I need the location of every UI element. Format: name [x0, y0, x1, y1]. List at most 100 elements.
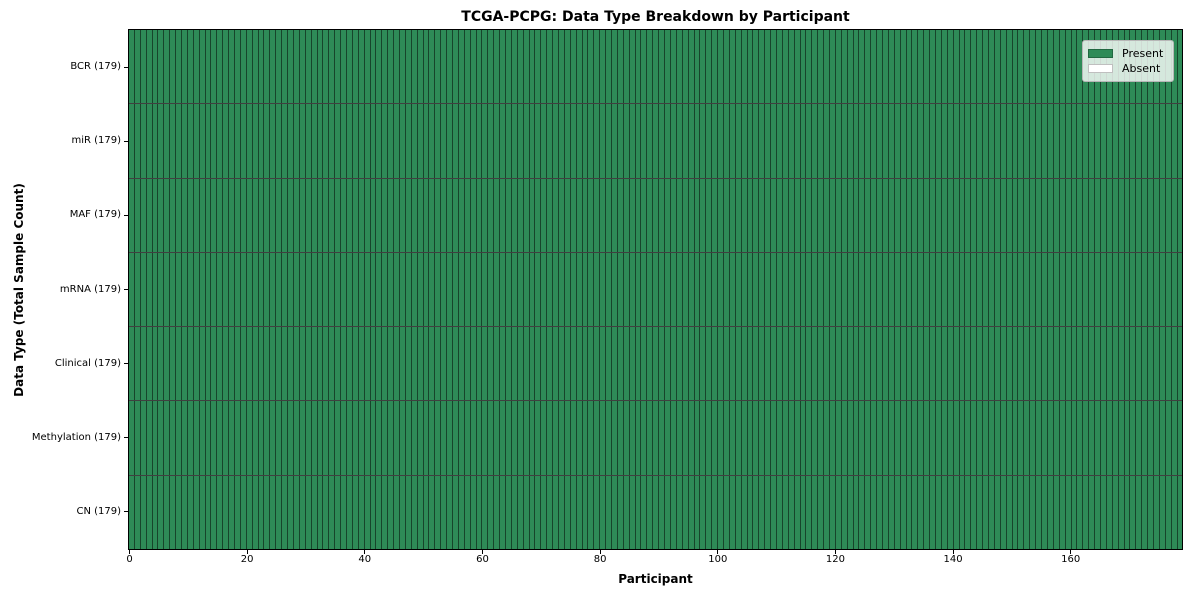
heatmap-cell — [376, 327, 383, 401]
heatmap-cell — [511, 104, 518, 178]
heatmap-cell — [670, 252, 677, 327]
heatmap-cell — [1042, 178, 1048, 252]
heatmap-cell — [1100, 327, 1107, 401]
heatmap-cell — [523, 327, 530, 401]
heatmap-cell — [500, 178, 506, 252]
heatmap-cell — [576, 252, 583, 327]
heatmap-cell — [570, 401, 577, 475]
heatmap-cell — [971, 252, 978, 327]
heatmap-cell — [1130, 252, 1137, 327]
heatmap-cell — [824, 475, 830, 549]
heatmap-cell — [994, 104, 1001, 178]
heatmap-cell — [729, 475, 736, 549]
heatmap-cell — [129, 327, 135, 401]
heatmap-row-mir — [129, 104, 1183, 179]
heatmap-cell — [871, 475, 878, 549]
heatmap-cell — [723, 104, 730, 178]
heatmap-cell — [888, 252, 895, 327]
heatmap-cell — [217, 475, 224, 549]
heatmap-cell — [953, 401, 960, 475]
heatmap-cell — [965, 178, 972, 252]
heatmap-cell — [847, 30, 854, 104]
heatmap-cell — [989, 178, 995, 252]
heatmap-cell — [941, 178, 948, 252]
heatmap-cell — [912, 30, 919, 104]
heatmap-cell — [205, 30, 212, 104]
heatmap-cell — [989, 327, 995, 401]
heatmap-cell — [818, 30, 825, 104]
heatmap-cell — [712, 104, 719, 178]
heatmap-cell — [1071, 475, 1078, 549]
heatmap-cell — [317, 327, 324, 401]
heatmap-cell — [235, 401, 241, 475]
heatmap-cell — [270, 252, 277, 327]
heatmap-cell — [235, 475, 241, 549]
heatmap-cell — [682, 475, 689, 549]
heatmap-cell — [158, 401, 165, 475]
heatmap-cell — [1136, 475, 1143, 549]
heatmap-cell — [735, 104, 742, 178]
heatmap-cell — [776, 178, 783, 252]
heatmap-cell — [653, 104, 660, 178]
heatmap-cell — [559, 178, 565, 252]
heatmap-cell — [429, 327, 436, 401]
heatmap-cell — [723, 327, 730, 401]
x-tick-label: 20 — [240, 554, 254, 565]
heatmap-cell — [305, 252, 312, 327]
heatmap-cell — [1000, 104, 1007, 178]
heatmap-cell — [771, 178, 777, 252]
heatmap-cell — [600, 401, 607, 475]
heatmap-cell — [953, 178, 960, 252]
heatmap-cell — [476, 475, 483, 549]
heatmap-cell — [541, 104, 548, 178]
heatmap-cell — [1142, 327, 1149, 401]
heatmap-cell — [818, 178, 825, 252]
heatmap-cell — [612, 178, 618, 252]
heatmap-cell — [818, 401, 825, 475]
heatmap-cell — [906, 104, 913, 178]
heatmap-cell — [829, 252, 836, 327]
heatmap-cell — [806, 475, 813, 549]
heatmap-cell — [323, 401, 330, 475]
heatmap-cell — [246, 30, 253, 104]
heatmap-cell — [918, 475, 925, 549]
heatmap-cell — [776, 104, 783, 178]
heatmap-cell — [706, 104, 713, 178]
heatmap-cell — [488, 401, 495, 475]
heatmap-cell — [835, 475, 842, 549]
heatmap-cell — [847, 252, 854, 327]
heatmap-cell — [971, 104, 978, 178]
heatmap-cell — [759, 327, 766, 401]
heatmap-cell — [370, 327, 377, 401]
heatmap-cell — [1012, 475, 1019, 549]
heatmap-cell — [1036, 475, 1043, 549]
heatmap-cell — [1030, 30, 1037, 104]
heatmap-cell — [989, 252, 995, 327]
heatmap-cell — [523, 252, 530, 327]
y-tick-mark — [124, 511, 128, 513]
heatmap-cell — [582, 327, 589, 401]
heatmap-cell — [193, 252, 200, 327]
heatmap-cell — [800, 252, 807, 327]
heatmap-cell — [129, 475, 135, 549]
heatmap-cell — [252, 327, 259, 401]
heatmap-cell — [323, 104, 330, 178]
heatmap-cell — [1047, 104, 1054, 178]
heatmap-cell — [1059, 30, 1066, 104]
heatmap-cell — [164, 475, 171, 549]
heatmap-cell — [488, 30, 495, 104]
heatmap-cell — [806, 104, 813, 178]
heatmap-cell — [977, 401, 984, 475]
heatmap-cell — [559, 475, 565, 549]
heatmap-cell — [199, 30, 206, 104]
heatmap-cell — [800, 178, 807, 252]
heatmap-cell — [924, 178, 931, 252]
heatmap-cell — [358, 104, 365, 178]
heatmap-cell — [653, 327, 660, 401]
heatmap-cell — [293, 104, 300, 178]
heatmap-cell — [718, 252, 724, 327]
heatmap-cell — [264, 104, 271, 178]
heatmap-cell — [205, 104, 212, 178]
heatmap-cell — [1153, 252, 1160, 327]
heatmap-cell — [759, 252, 766, 327]
